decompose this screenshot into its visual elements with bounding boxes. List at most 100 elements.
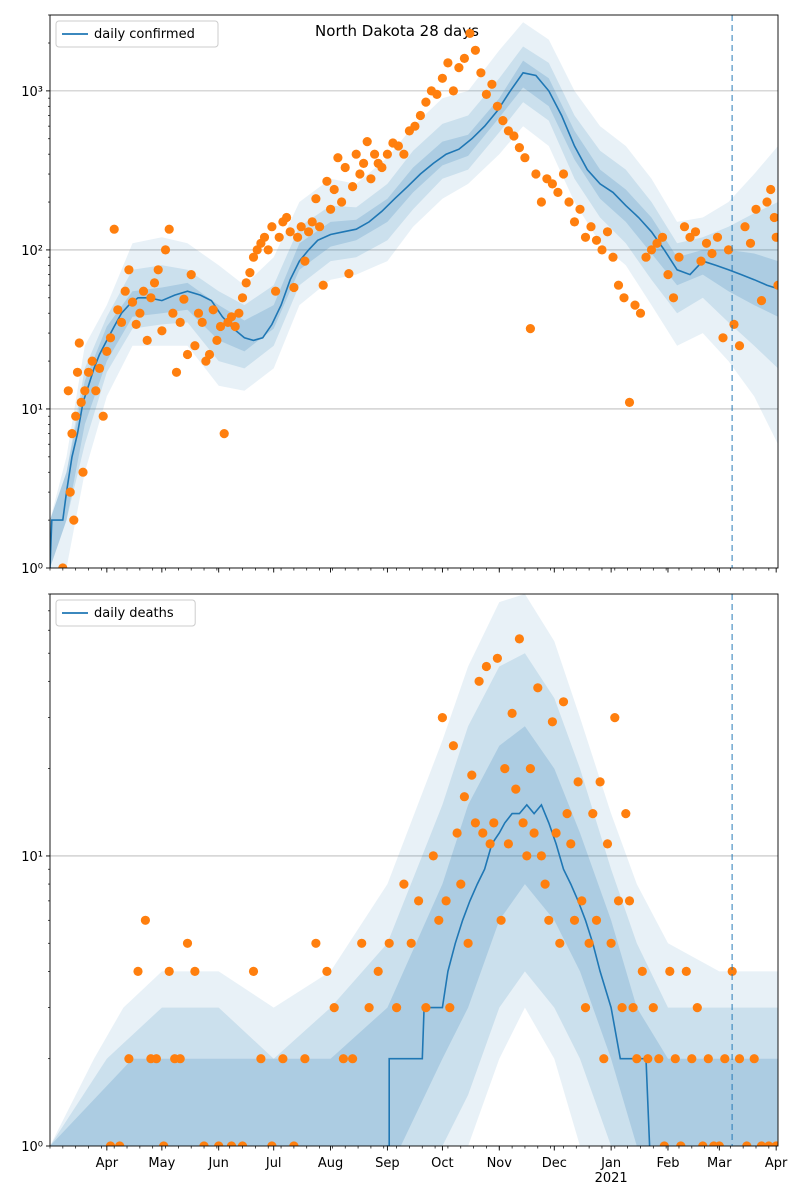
data-point bbox=[470, 818, 480, 828]
data-point bbox=[687, 1054, 697, 1064]
data-point bbox=[555, 938, 565, 948]
data-point bbox=[348, 1054, 358, 1064]
x-tick-label: Oct bbox=[431, 1156, 453, 1171]
data-point bbox=[296, 222, 306, 232]
data-point bbox=[219, 429, 229, 439]
data-point bbox=[637, 966, 647, 977]
data-point bbox=[274, 232, 284, 242]
data-point bbox=[511, 784, 521, 794]
data-point bbox=[531, 169, 541, 179]
data-point bbox=[641, 252, 651, 262]
chart-title: North Dakota 28 days bbox=[315, 22, 479, 40]
band-inner bbox=[50, 60, 778, 568]
data-point bbox=[448, 86, 458, 96]
data-point bbox=[690, 227, 701, 237]
data-point bbox=[357, 938, 367, 948]
data-point bbox=[410, 121, 420, 131]
data-point bbox=[492, 101, 502, 111]
data-point bbox=[452, 828, 462, 838]
x-tick-label: Aug bbox=[318, 1156, 343, 1171]
data-point bbox=[766, 184, 776, 195]
legend-box bbox=[55, 20, 219, 48]
data-point bbox=[459, 53, 469, 64]
data-point bbox=[617, 1003, 627, 1013]
data-point bbox=[703, 1054, 713, 1064]
data-point bbox=[127, 297, 138, 307]
data-point bbox=[237, 293, 248, 303]
data-point bbox=[329, 184, 339, 195]
data-point bbox=[476, 68, 486, 78]
data-point bbox=[547, 179, 558, 189]
data-point bbox=[481, 89, 491, 99]
data-point bbox=[263, 245, 273, 255]
data-point bbox=[164, 966, 174, 977]
data-point bbox=[355, 169, 365, 179]
data-point bbox=[749, 1054, 759, 1064]
data-point bbox=[674, 252, 684, 262]
data-point bbox=[503, 839, 513, 849]
data-point bbox=[71, 411, 81, 421]
data-point bbox=[624, 397, 635, 407]
data-point bbox=[536, 197, 547, 207]
data-point bbox=[599, 1054, 609, 1064]
data-point bbox=[769, 212, 778, 223]
data-point bbox=[226, 312, 237, 322]
data-point bbox=[304, 227, 314, 237]
data-point bbox=[98, 411, 108, 421]
data-point bbox=[208, 305, 218, 315]
data-point bbox=[597, 245, 607, 255]
data-point bbox=[197, 317, 207, 327]
data-point bbox=[109, 224, 119, 234]
data-point bbox=[529, 828, 539, 838]
data-point bbox=[771, 1141, 778, 1146]
y-tick-label: 10³ bbox=[21, 85, 43, 100]
data-point bbox=[764, 1141, 774, 1146]
data-point bbox=[714, 1141, 724, 1146]
data-point bbox=[135, 308, 145, 318]
data-point bbox=[608, 252, 618, 262]
data-point bbox=[659, 1141, 669, 1146]
data-point bbox=[628, 1003, 638, 1013]
x-tick-label: Sep bbox=[375, 1156, 400, 1171]
data-point bbox=[76, 397, 86, 407]
data-point bbox=[602, 227, 613, 237]
data-point bbox=[300, 1054, 310, 1064]
data-point bbox=[285, 227, 295, 237]
data-point bbox=[577, 896, 587, 906]
data-point bbox=[115, 1141, 125, 1146]
data-point bbox=[159, 1141, 169, 1146]
data-point bbox=[406, 938, 416, 948]
data-point bbox=[509, 131, 519, 141]
data-point bbox=[142, 335, 152, 345]
data-point bbox=[498, 116, 508, 126]
data-point bbox=[307, 217, 317, 227]
data-point bbox=[569, 915, 580, 925]
data-point bbox=[140, 915, 150, 925]
data-point bbox=[278, 1054, 288, 1064]
data-point bbox=[459, 792, 469, 802]
x-tick-label: Mar bbox=[707, 1156, 732, 1171]
axes-frame bbox=[49, 14, 779, 569]
data-point bbox=[160, 245, 171, 255]
data-point bbox=[668, 293, 679, 303]
data-point bbox=[564, 197, 574, 207]
data-point bbox=[536, 851, 547, 861]
data-point bbox=[756, 1141, 767, 1146]
data-point bbox=[602, 839, 613, 849]
data-point bbox=[69, 515, 79, 525]
data-point bbox=[63, 386, 73, 396]
data-point bbox=[138, 286, 149, 296]
data-point bbox=[454, 63, 464, 73]
data-point bbox=[569, 217, 580, 227]
x-tick-label: Feb bbox=[656, 1156, 679, 1171]
data-point bbox=[214, 1141, 224, 1146]
data-point bbox=[665, 966, 675, 977]
data-point bbox=[525, 324, 536, 334]
data-point bbox=[624, 896, 635, 906]
data-point bbox=[720, 1054, 730, 1064]
data-point bbox=[595, 777, 605, 787]
data-point bbox=[337, 197, 347, 207]
band-outer bbox=[50, 22, 778, 568]
x-tick-label: Apr bbox=[765, 1156, 788, 1171]
